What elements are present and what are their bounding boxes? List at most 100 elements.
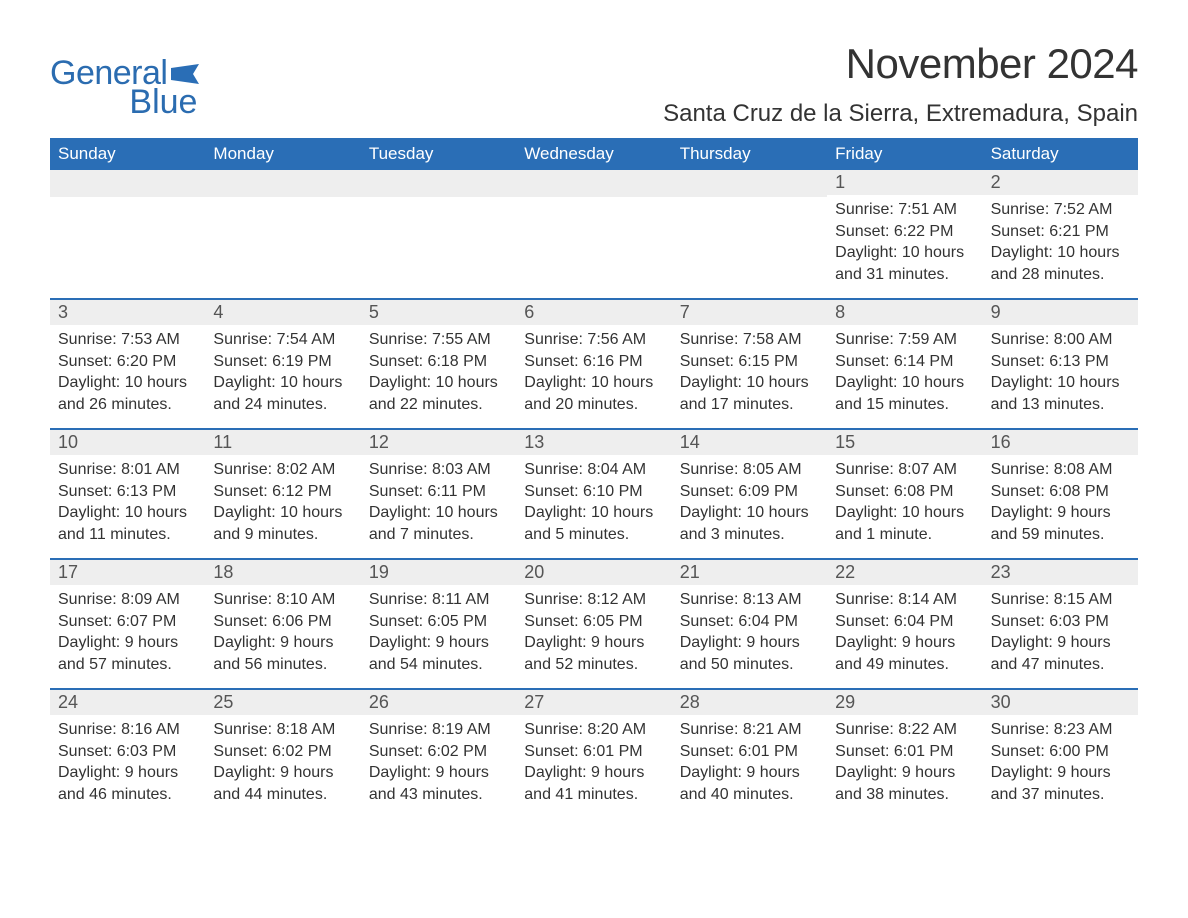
daylight-line-1: Daylight: 10 hours bbox=[835, 242, 974, 264]
day-cell bbox=[516, 170, 671, 298]
daylight-line-1: Daylight: 10 hours bbox=[58, 502, 197, 524]
daylight-line-1: Daylight: 10 hours bbox=[680, 372, 819, 394]
day-body: Sunrise: 8:09 AMSunset: 6:07 PMDaylight:… bbox=[50, 585, 205, 683]
day-body: Sunrise: 7:52 AMSunset: 6:21 PMDaylight:… bbox=[983, 195, 1138, 293]
daylight-line-2: and 24 minutes. bbox=[213, 394, 352, 416]
day-body: Sunrise: 7:51 AMSunset: 6:22 PMDaylight:… bbox=[827, 195, 982, 293]
day-cell: 18Sunrise: 8:10 AMSunset: 6:06 PMDayligh… bbox=[205, 560, 360, 688]
day-cell: 14Sunrise: 8:05 AMSunset: 6:09 PMDayligh… bbox=[672, 430, 827, 558]
daylight-line-2: and 1 minute. bbox=[835, 524, 974, 546]
day-number: 11 bbox=[205, 430, 360, 455]
day-number: 7 bbox=[672, 300, 827, 325]
sunset-line: Sunset: 6:06 PM bbox=[213, 611, 352, 633]
day-body: Sunrise: 7:58 AMSunset: 6:15 PMDaylight:… bbox=[672, 325, 827, 423]
day-body: Sunrise: 8:05 AMSunset: 6:09 PMDaylight:… bbox=[672, 455, 827, 553]
empty-day-header bbox=[516, 170, 671, 197]
day-number: 22 bbox=[827, 560, 982, 585]
sunrise-line: Sunrise: 8:16 AM bbox=[58, 719, 197, 741]
day-body: Sunrise: 8:13 AMSunset: 6:04 PMDaylight:… bbox=[672, 585, 827, 683]
daylight-line-2: and 5 minutes. bbox=[524, 524, 663, 546]
sunset-line: Sunset: 6:14 PM bbox=[835, 351, 974, 373]
sunrise-line: Sunrise: 8:11 AM bbox=[369, 589, 508, 611]
daylight-line-2: and 44 minutes. bbox=[213, 784, 352, 806]
daylight-line-1: Daylight: 10 hours bbox=[835, 502, 974, 524]
empty-day-header bbox=[672, 170, 827, 197]
day-number: 27 bbox=[516, 690, 671, 715]
sunset-line: Sunset: 6:08 PM bbox=[835, 481, 974, 503]
sunset-line: Sunset: 6:19 PM bbox=[213, 351, 352, 373]
sunrise-line: Sunrise: 7:58 AM bbox=[680, 329, 819, 351]
sunset-line: Sunset: 6:13 PM bbox=[58, 481, 197, 503]
logo-text-blue: Blue bbox=[129, 83, 197, 122]
daylight-line-1: Daylight: 9 hours bbox=[991, 502, 1130, 524]
sunset-line: Sunset: 6:20 PM bbox=[58, 351, 197, 373]
weekday-header: Friday bbox=[827, 138, 982, 170]
day-body: Sunrise: 7:56 AMSunset: 6:16 PMDaylight:… bbox=[516, 325, 671, 423]
day-cell: 23Sunrise: 8:15 AMSunset: 6:03 PMDayligh… bbox=[983, 560, 1138, 688]
day-number: 24 bbox=[50, 690, 205, 715]
sunrise-line: Sunrise: 7:51 AM bbox=[835, 199, 974, 221]
sunrise-line: Sunrise: 8:09 AM bbox=[58, 589, 197, 611]
daylight-line-1: Daylight: 10 hours bbox=[835, 372, 974, 394]
sunrise-line: Sunrise: 7:52 AM bbox=[991, 199, 1130, 221]
day-cell: 25Sunrise: 8:18 AMSunset: 6:02 PMDayligh… bbox=[205, 690, 360, 818]
day-number: 4 bbox=[205, 300, 360, 325]
day-number: 18 bbox=[205, 560, 360, 585]
day-number: 13 bbox=[516, 430, 671, 455]
daylight-line-1: Daylight: 9 hours bbox=[835, 762, 974, 784]
daylight-line-2: and 22 minutes. bbox=[369, 394, 508, 416]
sunrise-line: Sunrise: 8:20 AM bbox=[524, 719, 663, 741]
daylight-line-2: and 26 minutes. bbox=[58, 394, 197, 416]
daylight-line-2: and 40 minutes. bbox=[680, 784, 819, 806]
daylight-line-1: Daylight: 10 hours bbox=[369, 372, 508, 394]
sunset-line: Sunset: 6:04 PM bbox=[680, 611, 819, 633]
weekday-header-row: SundayMondayTuesdayWednesdayThursdayFrid… bbox=[50, 138, 1138, 170]
sunrise-line: Sunrise: 7:56 AM bbox=[524, 329, 663, 351]
day-body: Sunrise: 8:04 AMSunset: 6:10 PMDaylight:… bbox=[516, 455, 671, 553]
day-number: 2 bbox=[983, 170, 1138, 195]
day-cell: 17Sunrise: 8:09 AMSunset: 6:07 PMDayligh… bbox=[50, 560, 205, 688]
day-number: 12 bbox=[361, 430, 516, 455]
daylight-line-2: and 43 minutes. bbox=[369, 784, 508, 806]
sunset-line: Sunset: 6:03 PM bbox=[991, 611, 1130, 633]
day-body: Sunrise: 8:14 AMSunset: 6:04 PMDaylight:… bbox=[827, 585, 982, 683]
daylight-line-1: Daylight: 10 hours bbox=[213, 372, 352, 394]
day-cell: 6Sunrise: 7:56 AMSunset: 6:16 PMDaylight… bbox=[516, 300, 671, 428]
day-body: Sunrise: 7:54 AMSunset: 6:19 PMDaylight:… bbox=[205, 325, 360, 423]
day-cell: 30Sunrise: 8:23 AMSunset: 6:00 PMDayligh… bbox=[983, 690, 1138, 818]
week-row: 17Sunrise: 8:09 AMSunset: 6:07 PMDayligh… bbox=[50, 558, 1138, 688]
daylight-line-1: Daylight: 10 hours bbox=[680, 502, 819, 524]
day-cell: 28Sunrise: 8:21 AMSunset: 6:01 PMDayligh… bbox=[672, 690, 827, 818]
sunset-line: Sunset: 6:15 PM bbox=[680, 351, 819, 373]
day-cell: 29Sunrise: 8:22 AMSunset: 6:01 PMDayligh… bbox=[827, 690, 982, 818]
sunset-line: Sunset: 6:01 PM bbox=[524, 741, 663, 763]
sunrise-line: Sunrise: 8:13 AM bbox=[680, 589, 819, 611]
sunset-line: Sunset: 6:02 PM bbox=[369, 741, 508, 763]
weekday-header: Saturday bbox=[983, 138, 1138, 170]
day-number: 10 bbox=[50, 430, 205, 455]
day-cell: 3Sunrise: 7:53 AMSunset: 6:20 PMDaylight… bbox=[50, 300, 205, 428]
header: General Blue November 2024 Santa Cruz de… bbox=[50, 40, 1138, 128]
sunset-line: Sunset: 6:08 PM bbox=[991, 481, 1130, 503]
daylight-line-1: Daylight: 10 hours bbox=[369, 502, 508, 524]
day-body: Sunrise: 8:08 AMSunset: 6:08 PMDaylight:… bbox=[983, 455, 1138, 553]
daylight-line-2: and 56 minutes. bbox=[213, 654, 352, 676]
sunrise-line: Sunrise: 7:54 AM bbox=[213, 329, 352, 351]
daylight-line-1: Daylight: 10 hours bbox=[58, 372, 197, 394]
day-number: 26 bbox=[361, 690, 516, 715]
sunrise-line: Sunrise: 8:19 AM bbox=[369, 719, 508, 741]
daylight-line-2: and 52 minutes. bbox=[524, 654, 663, 676]
day-number: 8 bbox=[827, 300, 982, 325]
daylight-line-1: Daylight: 9 hours bbox=[835, 632, 974, 654]
sunrise-line: Sunrise: 8:21 AM bbox=[680, 719, 819, 741]
sunrise-line: Sunrise: 8:00 AM bbox=[991, 329, 1130, 351]
week-row: 3Sunrise: 7:53 AMSunset: 6:20 PMDaylight… bbox=[50, 298, 1138, 428]
day-cell: 7Sunrise: 7:58 AMSunset: 6:15 PMDaylight… bbox=[672, 300, 827, 428]
sunset-line: Sunset: 6:07 PM bbox=[58, 611, 197, 633]
daylight-line-1: Daylight: 9 hours bbox=[524, 762, 663, 784]
sunset-line: Sunset: 6:01 PM bbox=[680, 741, 819, 763]
day-cell: 13Sunrise: 8:04 AMSunset: 6:10 PMDayligh… bbox=[516, 430, 671, 558]
day-body: Sunrise: 8:18 AMSunset: 6:02 PMDaylight:… bbox=[205, 715, 360, 813]
sunset-line: Sunset: 6:21 PM bbox=[991, 221, 1130, 243]
day-body: Sunrise: 8:20 AMSunset: 6:01 PMDaylight:… bbox=[516, 715, 671, 813]
